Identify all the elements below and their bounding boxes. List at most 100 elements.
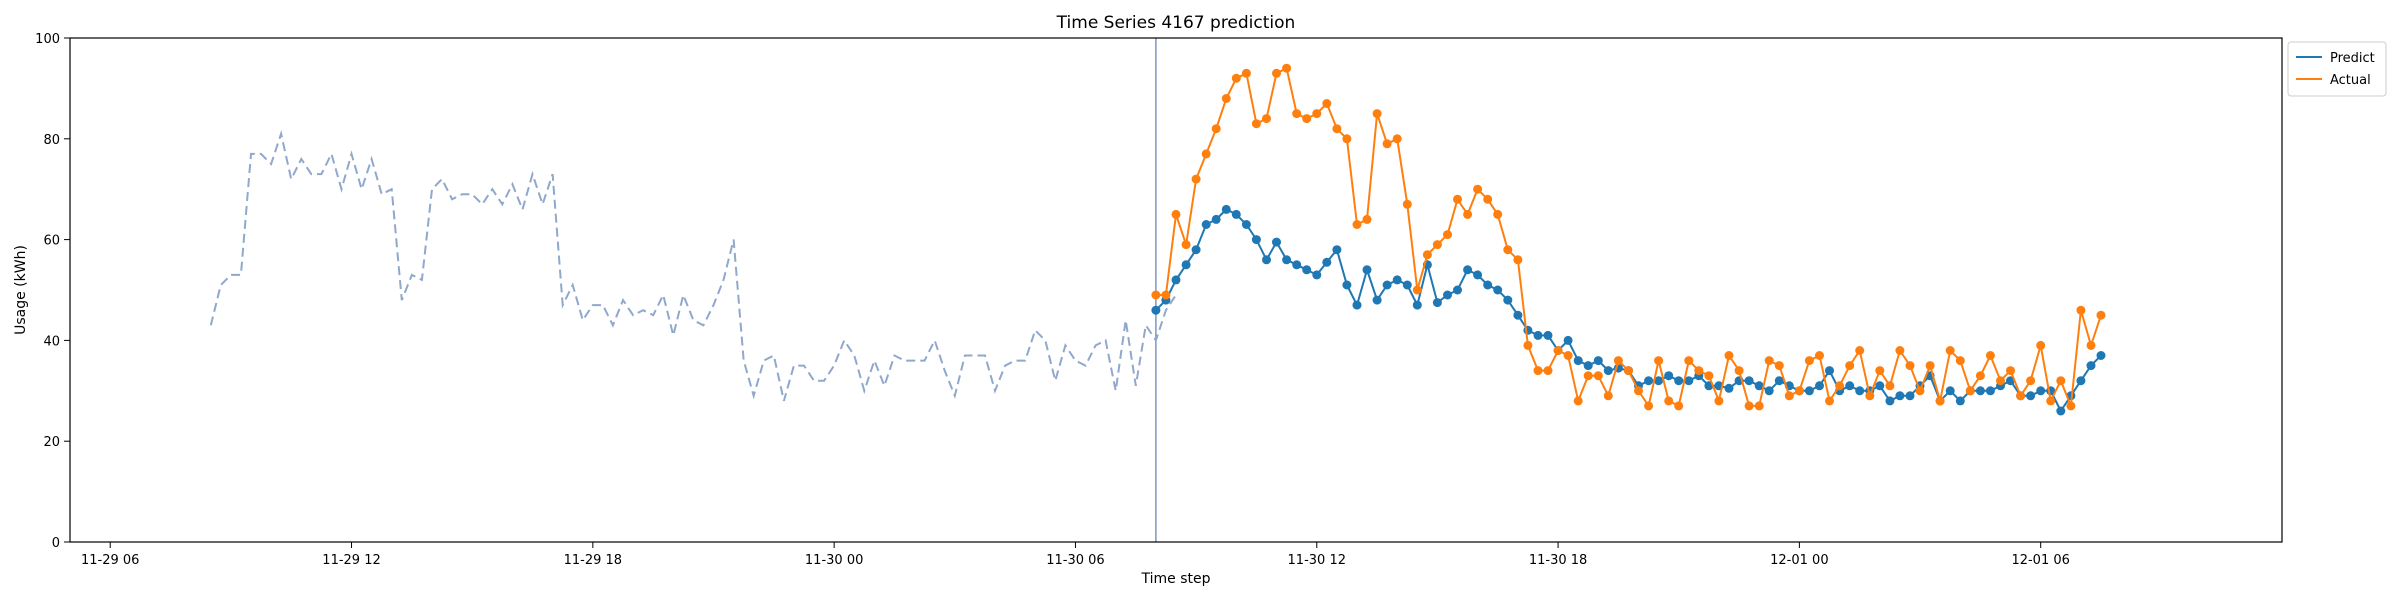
predict-point [1241, 220, 1251, 229]
predict-point [1825, 366, 1834, 376]
predict-point [1513, 310, 1523, 320]
predict-point [1262, 255, 1271, 265]
actual-point [1945, 346, 1955, 355]
predict-point [1292, 260, 1302, 270]
predict-series-line [1155, 208, 2102, 413]
actual-point [1181, 240, 1191, 250]
predict-point [2026, 391, 2036, 401]
predict-point [1985, 386, 1995, 396]
predict-point [1362, 265, 1372, 275]
actual-point [1553, 346, 1563, 355]
predict-point [1654, 376, 1664, 386]
actual-point [1463, 209, 1473, 219]
actual-point [2086, 340, 2096, 350]
predict-point [1975, 386, 1985, 396]
actual-point [1865, 391, 1875, 401]
predict-point [1593, 356, 1603, 366]
actual-point [2066, 401, 2076, 411]
chart-title: Time Series 4167 prediction [1056, 13, 1296, 33]
predict-point [1885, 396, 1895, 406]
x-tick-label: 11-30 18 [1529, 553, 1587, 568]
actual-point [1996, 376, 2005, 386]
predict-point [2096, 351, 2106, 360]
x-axis-label: Time step [1141, 571, 1211, 587]
y-tick-label: 40 [43, 334, 60, 349]
actual-series-line [1155, 66, 2102, 409]
actual-point [1684, 356, 1694, 366]
actual-point [1262, 114, 1271, 124]
predict-point [1644, 376, 1654, 386]
actual-point [1563, 351, 1573, 360]
actual-point [1221, 94, 1231, 103]
predict-point [1312, 270, 1322, 280]
actual-point [1432, 240, 1442, 250]
predict-point [1231, 209, 1241, 219]
actual-point [1754, 401, 1764, 411]
legend-label-actual: Actual [2330, 73, 2371, 88]
actual-point [1744, 401, 1754, 411]
actual-point [1815, 351, 1824, 360]
predict-point [1181, 260, 1191, 270]
predict-point [1905, 391, 1915, 401]
actual-point [1151, 290, 1161, 300]
predict-point [1382, 280, 1392, 290]
actual-point [1372, 109, 1382, 119]
actual-point [1342, 134, 1352, 144]
predict-point [1774, 376, 1784, 386]
actual-point [1664, 396, 1674, 406]
actual-point [2036, 340, 2046, 350]
actual-point [1825, 396, 1834, 406]
actual-point [1453, 194, 1462, 204]
actual-point [2026, 376, 2036, 386]
actual-point [1704, 371, 1714, 381]
actual-point [1251, 119, 1261, 129]
predict-point [1583, 361, 1593, 371]
actual-point [1352, 220, 1362, 229]
actual-point [1332, 124, 1342, 134]
predict-point [1955, 396, 1965, 406]
predict-point [1211, 214, 1221, 224]
actual-point [1714, 396, 1724, 406]
axes-layer: 0 20 40 60 80 100 11-29 06 11-29 12 11-29 18 11-3… [35, 32, 2070, 568]
actual-point [1392, 134, 1402, 144]
predict-point [1945, 386, 1955, 396]
y-tick-label: 20 [43, 435, 60, 450]
actual-point [1794, 386, 1804, 396]
actual-point [2016, 391, 2026, 401]
predict-point [1603, 366, 1613, 376]
predict-point [1804, 386, 1814, 396]
actual-point [1845, 361, 1855, 371]
actual-point [2046, 396, 2056, 406]
actual-point [1624, 366, 1633, 376]
actual-point [1191, 174, 1201, 184]
predict-point [1332, 245, 1342, 255]
actual-point [1211, 124, 1221, 134]
actual-point [2056, 376, 2066, 386]
actual-point [1804, 356, 1814, 366]
predict-point [1473, 270, 1483, 280]
x-tick-label: 11-30 00 [805, 553, 863, 568]
history-series-line [209, 130, 1177, 402]
predict-point [1201, 220, 1211, 229]
predict-point [1151, 305, 1161, 315]
actual-point [1543, 366, 1553, 376]
data-layer [209, 38, 2106, 542]
predict-point [1453, 285, 1462, 295]
predict-point [1322, 257, 1332, 267]
actual-point [1322, 99, 1332, 108]
actual-point [1694, 366, 1704, 376]
x-tick-label: 11-29 12 [322, 553, 380, 568]
x-tick-label: 12-01 06 [2011, 553, 2069, 568]
y-axis-label: Usage (kWh) [13, 245, 29, 335]
actual-point [1644, 401, 1654, 411]
predict-point [1855, 386, 1865, 396]
predict-point [1402, 280, 1412, 290]
actual-point [1593, 371, 1603, 381]
predict-point [1302, 265, 1312, 275]
actual-point [1302, 114, 1312, 124]
predict-point [1533, 330, 1543, 340]
actual-point [1925, 361, 1935, 371]
actual-point [1272, 68, 1281, 78]
